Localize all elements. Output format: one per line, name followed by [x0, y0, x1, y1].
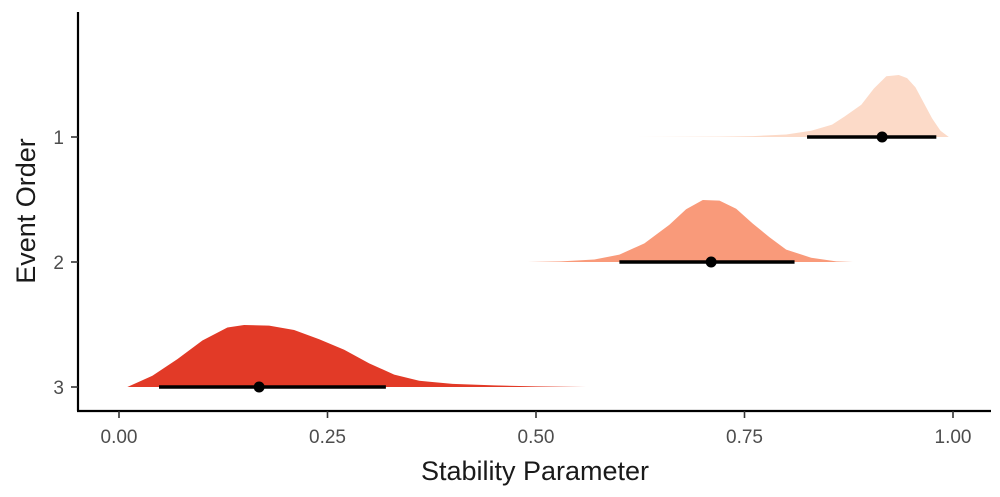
x-tick-label: 0.25 — [309, 427, 346, 448]
density-2 — [527, 200, 853, 262]
density-layer — [127, 75, 949, 387]
x-tick-layer: 0.00 0.25 0.50 0.75 1.00 — [101, 411, 972, 448]
density-1 — [602, 75, 949, 137]
x-tick-label: 1.00 — [935, 427, 972, 448]
y-tick-label: 2 — [53, 253, 64, 274]
density-3 — [127, 325, 587, 387]
point-estimate-2 — [705, 256, 717, 268]
x-axis-title: Stability Parameter — [421, 456, 649, 486]
y-tick-label: 1 — [53, 128, 64, 149]
y-tick-layer: 1 2 3 — [53, 128, 78, 399]
x-tick-label: 0.75 — [726, 427, 763, 448]
point-estimate-1 — [876, 131, 888, 143]
x-tick-label: 0.50 — [518, 427, 555, 448]
y-tick-label: 3 — [53, 378, 64, 399]
interval-layer — [159, 131, 937, 393]
y-axis-title: Event Order — [11, 138, 41, 284]
point-estimate-3 — [253, 381, 265, 393]
x-tick-label: 0.00 — [101, 427, 138, 448]
